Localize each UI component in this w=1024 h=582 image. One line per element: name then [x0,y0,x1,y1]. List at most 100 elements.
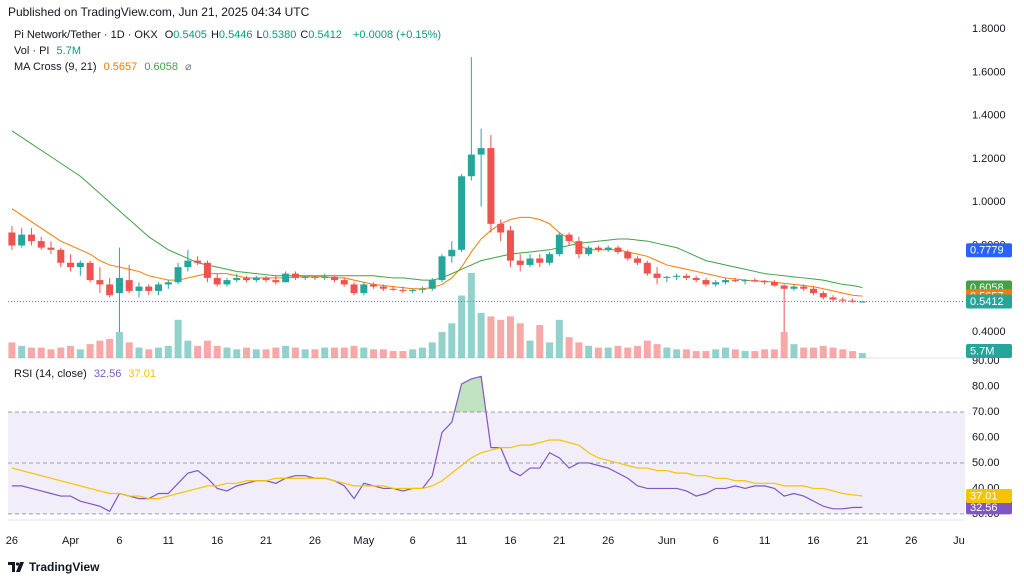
volume-bar [458,295,466,358]
y-tick-label: 1.0000 [972,196,1006,208]
volume-bar [761,349,769,358]
candle-body [663,276,671,278]
candle-body [350,284,358,294]
price-tag [966,294,1012,309]
x-tick-label: 26 [309,535,321,547]
x-tick-label: 11 [163,535,174,547]
volume-last: 5.7M [56,45,81,57]
volume-bar [203,340,211,358]
volume-bar [585,345,593,358]
x-tick-label: Apr [62,535,79,547]
x-tick-label: May [353,535,374,547]
candle-body [184,260,192,268]
footer: TradingView [8,560,99,574]
symbol-title: Pi Network/Tether · 1D · OKX [14,29,158,41]
volume-bar [487,316,495,358]
volume-bar [252,349,260,358]
candle-body [155,284,163,291]
volume-bar [516,323,524,358]
volume-bar [653,344,661,358]
volume-bar [272,347,280,358]
candle-body [438,256,446,281]
volume-bar [67,345,75,358]
candle-body [418,288,426,290]
x-tick-label: 26 [905,535,917,547]
volume-bar [125,342,133,358]
candle-body [67,262,75,268]
candle-body [722,280,730,283]
volume-bar [399,351,407,358]
candle-body [477,148,485,155]
candle-body [252,277,260,281]
candle-body [761,281,769,283]
rsi-line [11,439,863,500]
rsi-name: RSI (14, close) [14,368,87,380]
candle-body [272,280,280,283]
candle-body [849,300,857,302]
volume-bar [604,347,612,358]
price-tag-label: 0.7779 [970,245,1004,257]
candle-body [516,260,524,265]
volume-bar [8,342,16,358]
published-note: Published on TradingView.com, Jun 21, 20… [8,5,310,19]
candle-body [702,280,710,285]
volume-bar [800,347,808,358]
volume-bar [233,349,241,358]
candle-body [321,276,329,278]
volume-bar [780,331,788,358]
volume-bar [350,345,358,358]
volume-bar [379,349,387,358]
price-tag [966,489,1012,504]
volume-bar [86,344,94,358]
candle-body [233,277,241,281]
candle-body [125,280,133,291]
price-tag [966,243,1012,258]
ma-slow-value: 0.6058 [144,61,178,73]
y-tick-label: 1.2000 [972,153,1006,165]
candle-body [526,258,534,265]
volume-bar [741,351,749,358]
y-tick-label: 1.6000 [972,66,1006,78]
candle-body [624,251,632,259]
volume-bar [428,342,436,358]
rsi-tick-label: 60.00 [972,431,1000,443]
candle-body [360,284,368,294]
candle-body [340,280,348,285]
hide-icon[interactable]: ⌀ [185,61,192,73]
candle-body [301,276,309,278]
candle-body [712,282,720,285]
candle-body [370,284,378,287]
volume-bar [262,349,270,358]
volume-bar [770,349,778,358]
volume-bar [37,347,45,358]
volume-bar [506,316,514,358]
ohlc-value: 0.5412 [308,29,342,41]
price-tag-label: 0.5412 [970,296,1004,308]
candle-body [96,280,104,285]
ohlc: O0.5405 H0.5446 L0.5380 C0.5412 [165,29,346,41]
logo [8,562,24,572]
volume-bar [360,347,368,358]
candle-body [741,280,749,282]
volume-bar [477,312,485,358]
ma-legend: MA Cross (9, 21) 0.5657 0.6058 ⌀ [14,60,196,73]
candle-body [497,223,505,233]
x-tick-label: 21 [553,535,565,547]
volume-bar [389,351,397,358]
volume-bar [243,347,251,358]
volume-bar [330,347,338,358]
candle-body [106,284,114,296]
x-tick-label: 21 [260,535,272,547]
candle-body [135,286,143,291]
volume-bar [76,349,84,358]
y-tick-label: 1.4000 [972,110,1006,122]
volume-bar [673,349,681,358]
x-tick-label: 21 [856,535,868,547]
candle-body [57,249,65,263]
volume-bar [47,349,55,358]
volume-bar [829,347,837,358]
volume-bar [702,351,710,358]
rsi-tick-label: 50.00 [972,457,1000,469]
candle-body [194,260,202,263]
candle-body [389,288,397,290]
